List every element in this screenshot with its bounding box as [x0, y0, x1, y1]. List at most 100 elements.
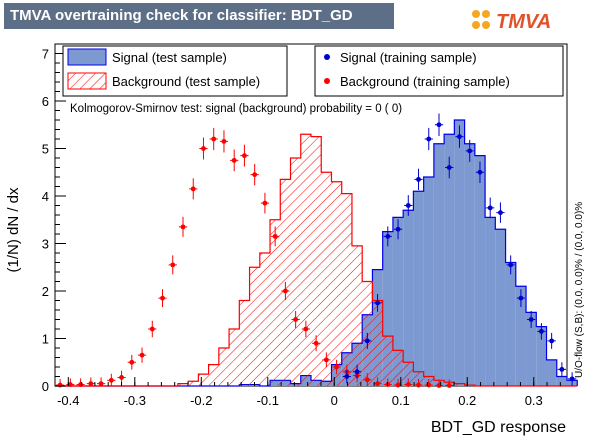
- signal-test-bar: [515, 286, 527, 386]
- background-test-bar: [290, 158, 301, 386]
- signal-test-bar: [536, 326, 547, 386]
- background-test-bar: [341, 193, 352, 386]
- background-train-point: [67, 382, 73, 387]
- legend-signal-train: Signal (training sample): [340, 50, 477, 65]
- tmva-logo-icon: [472, 10, 490, 29]
- legend-marker-background-train: [324, 78, 330, 84]
- signal-test-bar: [392, 217, 404, 386]
- signal-test-bar: [454, 120, 465, 386]
- training-points: [56, 113, 577, 388]
- y-tick-label: 5: [42, 142, 49, 157]
- x-tick-label: -0.3: [124, 393, 146, 408]
- background-test-bar: [188, 381, 199, 386]
- background-train-point: [149, 326, 155, 332]
- background-train-point: [395, 382, 401, 388]
- y-tick-label: 2: [42, 284, 49, 299]
- legend-left: Signal (test sample) Background (test sa…: [62, 45, 288, 97]
- background-test-bar: [177, 383, 189, 386]
- background-test-bar: [249, 267, 260, 386]
- signal-test-bar: [474, 155, 486, 386]
- legend-marker-signal-train: [324, 54, 330, 60]
- signal-train-point: [508, 262, 514, 268]
- y-tick-label: 6: [42, 94, 49, 109]
- signal-test-bar: [413, 191, 424, 386]
- signal-train-point: [364, 338, 370, 344]
- background-train-point: [303, 326, 309, 332]
- signal-train-point: [344, 374, 350, 379]
- background-test-bar: [229, 329, 240, 386]
- x-tick-label: 0: [331, 393, 338, 408]
- background-train-point: [405, 382, 411, 387]
- background-train-point: [139, 352, 145, 358]
- y-tick-label: 4: [42, 189, 49, 204]
- background-train-point: [88, 381, 94, 387]
- legend-swatch-background-test: [67, 72, 107, 90]
- background-train-point: [119, 375, 124, 380]
- signal-train-point: [569, 376, 575, 382]
- x-tick-label: 0.1: [392, 393, 410, 408]
- plot-title-bar: TMVA overtraining check for classifier: …: [4, 3, 394, 29]
- signal-train-point: [498, 210, 503, 216]
- background-train-point: [231, 157, 237, 163]
- signal-test-bar: [382, 231, 393, 386]
- y-tick-label: 3: [42, 237, 49, 252]
- x-tick-label: -0.1: [257, 393, 279, 408]
- signal-test-bar: [433, 143, 445, 386]
- background-test-bar: [300, 134, 311, 386]
- legend-right: Signal (training sample) Background (tra…: [314, 45, 564, 97]
- background-train-point: [242, 153, 247, 159]
- signal-test-bar: [505, 262, 516, 386]
- signal-train-point: [549, 338, 555, 344]
- signal-train-point: [539, 328, 544, 334]
- signal-train-point: [426, 136, 432, 142]
- background-test-bar: [270, 219, 281, 386]
- signal-test-bar: [485, 217, 496, 386]
- background-train-point: [272, 233, 278, 239]
- background-test-bar: [392, 350, 404, 386]
- signal-train-point: [354, 369, 360, 375]
- background-train-point: [283, 288, 288, 294]
- signal-train-point: [518, 295, 524, 301]
- tmva-logo: TMVA: [472, 10, 551, 33]
- legend-background-test: Background (test sample): [112, 74, 260, 89]
- background-train-point: [262, 200, 268, 206]
- background-test-bar: [218, 348, 230, 386]
- background-train-point: [293, 317, 299, 322]
- overflow-label: U/O-flow (S,B): (0.0, 0.0)% / (0.0, 0.0)…: [574, 202, 585, 378]
- background-test-bar: [321, 172, 332, 386]
- x-tick-label: -0.2: [190, 393, 212, 408]
- signal-train-point: [385, 233, 391, 239]
- background-test-bar: [413, 371, 424, 386]
- background-train-point: [375, 381, 380, 387]
- background-test-bar: [331, 181, 342, 386]
- legend-signal-test: Signal (test sample): [112, 50, 227, 65]
- background-train-point: [190, 186, 196, 192]
- background-train-point: [313, 340, 319, 346]
- background-test-bar: [454, 383, 465, 386]
- signal-test-bar: [526, 312, 537, 386]
- background-test-bar: [259, 253, 271, 386]
- x-tick-label: -0.4: [57, 393, 79, 408]
- background-train-point: [364, 377, 370, 383]
- background-train-point: [160, 295, 165, 301]
- signal-train-point: [528, 317, 534, 322]
- signal-test-bar: [423, 177, 434, 386]
- signal-train-point: [416, 176, 421, 182]
- legend-swatch-signal-test: [67, 48, 107, 66]
- axes: -0.4 -0.3 -0.2 -0.1 0 0.1 0.2 0.3 0 1 2 3 4 5 6 7: [42, 47, 561, 408]
- background-test-bar: [372, 300, 383, 386]
- x-axis-label: BDT_GD response: [431, 419, 566, 436]
- background-train-point: [446, 383, 452, 388]
- background-train-point: [221, 138, 227, 144]
- background-train-point: [180, 224, 186, 230]
- background-train-point: [108, 377, 114, 383]
- x-tick-label: 0.3: [525, 393, 543, 408]
- signal-test-bar: [444, 134, 455, 386]
- signal-train-point: [446, 165, 452, 170]
- background-test-bar: [208, 364, 219, 386]
- background-train-point: [78, 382, 83, 387]
- plot-title: TMVA overtraining check for classifier: …: [10, 7, 353, 24]
- background-train-point: [323, 357, 329, 363]
- signal-test-bar: [546, 359, 557, 386]
- ks-test-annotation: Kolmogorov-Smirnov test: signal (backgro…: [70, 103, 402, 115]
